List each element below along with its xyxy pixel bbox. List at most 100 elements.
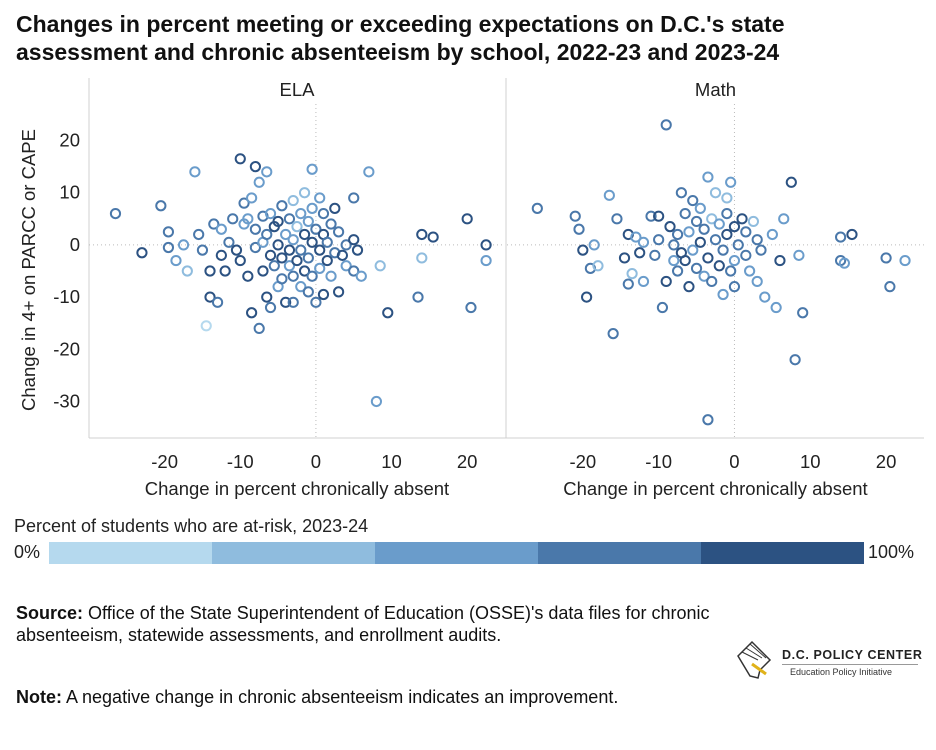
data-point (348, 265, 360, 277)
data-point (291, 254, 303, 267)
data-point (227, 213, 239, 225)
data-point (427, 231, 439, 243)
data-point (618, 252, 631, 264)
data-point (295, 207, 307, 220)
data-point (230, 244, 243, 256)
data-point (291, 221, 303, 233)
data-point (261, 166, 273, 178)
y-tick-label: 0 (70, 234, 80, 255)
y-axis-label: Change in 4+ on PARCC or CAPE (18, 129, 39, 411)
data-point (280, 296, 292, 308)
data-point (531, 202, 543, 214)
data-point (253, 176, 265, 188)
data-point (246, 192, 258, 204)
data-point (728, 281, 741, 293)
data-point (698, 223, 710, 235)
data-point (717, 288, 729, 301)
data-point (162, 241, 175, 254)
data-point (465, 301, 477, 314)
x-tick-label: 10 (381, 451, 402, 472)
brand-subtitle: Education Policy Initiative (790, 667, 893, 677)
data-point (249, 161, 261, 173)
chart-title-line-1: Changes in percent meeting or exceeding … (16, 11, 785, 37)
data-point (668, 239, 680, 251)
y-tick-label: 20 (59, 130, 80, 151)
data-point (295, 244, 307, 256)
data-point (242, 213, 254, 225)
data-point (660, 275, 672, 288)
legend-title: Percent of students who are at-risk, 202… (14, 516, 369, 536)
data-point (181, 265, 193, 277)
data-point (480, 254, 492, 267)
data-point (249, 241, 261, 254)
data-point (302, 252, 314, 264)
data-point (653, 210, 665, 222)
data-point (751, 234, 763, 246)
data-point (336, 249, 348, 261)
data-point (702, 171, 714, 183)
data-point (272, 215, 284, 228)
data-point (755, 244, 767, 256)
data-point (461, 213, 473, 225)
legend-color-block (49, 542, 212, 564)
data-point (785, 176, 797, 188)
data-point (302, 215, 314, 228)
data-point (736, 213, 748, 225)
data-point (295, 281, 307, 293)
data-point (846, 228, 858, 241)
source-note: Source: Office of the State Superintende… (16, 602, 716, 646)
x-axis-label: Change in percent chronically absent (563, 478, 867, 499)
data-point (276, 200, 288, 212)
data-point (306, 236, 318, 248)
data-point (637, 275, 650, 288)
data-point (317, 207, 330, 220)
x-tick-label: 20 (876, 451, 897, 472)
data-point (253, 322, 265, 335)
data-point (709, 187, 722, 199)
data-point (234, 153, 246, 165)
data-point (569, 210, 581, 222)
data-point (835, 231, 847, 243)
data-point (656, 301, 669, 314)
data-point (211, 296, 224, 308)
data-point (416, 252, 428, 264)
data-point (321, 254, 333, 267)
data-point (694, 202, 706, 214)
data-points (109, 119, 911, 426)
data-point (721, 192, 733, 204)
data-point (721, 228, 733, 241)
data-point (162, 226, 175, 238)
data-point (215, 249, 227, 261)
legend-min-label: 0% (14, 542, 41, 562)
data-point (899, 254, 911, 267)
data-point (838, 257, 850, 269)
legend-color-block (212, 542, 375, 564)
data-point (728, 221, 741, 233)
scatter-plot-area: ELA -20 -10 0 10 20 Change in percent chronica… (18, 78, 924, 499)
dc-map-icon (737, 640, 772, 679)
legend-color-block (375, 542, 538, 564)
data-point (778, 213, 790, 225)
data-point (774, 254, 786, 267)
data-point (626, 268, 638, 280)
data-point (766, 228, 778, 241)
chart-title: Changes in percent meeting or exceeding … (16, 10, 926, 66)
dc-policy-center-logo: D.C. POLICY CENTER Education Policy Init… (730, 636, 930, 684)
data-point (340, 260, 352, 272)
data-point (219, 265, 231, 277)
data-point (747, 215, 760, 228)
data-point (880, 252, 892, 264)
data-point (679, 207, 691, 220)
data-point (257, 265, 269, 277)
axis-labels: ELA -20 -10 0 10 20 Change in percent chronica… (53, 79, 896, 499)
data-point (177, 239, 190, 251)
data-point (348, 234, 360, 246)
data-point (374, 260, 386, 272)
data-point (573, 223, 585, 235)
data-point (721, 207, 733, 220)
x-tick-label: -20 (151, 451, 178, 472)
x-tick-label: -10 (227, 451, 254, 472)
legend-color-block (538, 542, 701, 564)
color-scale-legend (49, 542, 864, 564)
data-point (671, 228, 684, 241)
